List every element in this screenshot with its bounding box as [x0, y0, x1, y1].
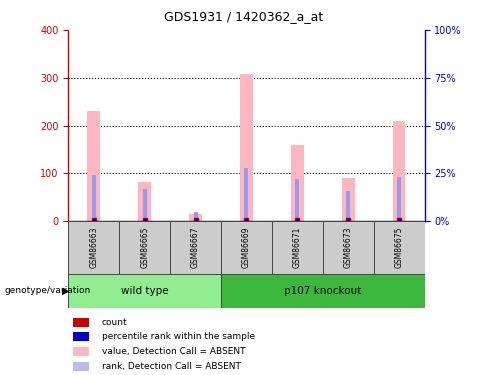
Bar: [194, 211, 198, 221]
Bar: [73, 332, 89, 341]
Bar: [221, 274, 425, 308]
Text: GSM86665: GSM86665: [140, 227, 149, 268]
Text: rank, Detection Call = ABSENT: rank, Detection Call = ABSENT: [102, 362, 241, 371]
Bar: [87, 111, 100, 221]
Bar: [189, 214, 202, 221]
Bar: [73, 362, 89, 371]
Bar: [170, 221, 221, 274]
Text: wild type: wild type: [121, 286, 168, 296]
Bar: [92, 176, 96, 221]
Text: GSM86669: GSM86669: [242, 227, 251, 268]
Bar: [342, 178, 355, 221]
Text: p107 knockout: p107 knockout: [284, 286, 362, 296]
Bar: [240, 74, 253, 221]
Bar: [68, 274, 221, 308]
Text: genotype/variation: genotype/variation: [5, 286, 91, 295]
Bar: [291, 145, 304, 221]
Text: value, Detection Call = ABSENT: value, Detection Call = ABSENT: [102, 347, 245, 356]
Text: GDS1931 / 1420362_a_at: GDS1931 / 1420362_a_at: [164, 10, 324, 23]
Bar: [221, 221, 272, 274]
Bar: [346, 190, 350, 221]
Bar: [393, 121, 406, 221]
Bar: [73, 318, 89, 327]
Text: ▶: ▶: [62, 286, 70, 296]
Text: GSM86667: GSM86667: [191, 227, 200, 268]
Bar: [138, 182, 151, 221]
Bar: [119, 221, 170, 274]
Bar: [68, 221, 119, 274]
Text: GSM86663: GSM86663: [89, 227, 98, 268]
Bar: [323, 221, 374, 274]
Bar: [244, 168, 248, 221]
Text: GSM86675: GSM86675: [395, 227, 404, 268]
Bar: [295, 179, 299, 221]
Bar: [397, 177, 401, 221]
Text: GSM86673: GSM86673: [344, 227, 353, 268]
Bar: [272, 221, 323, 274]
Bar: [73, 347, 89, 356]
Bar: [142, 189, 147, 221]
Bar: [374, 221, 425, 274]
Text: percentile rank within the sample: percentile rank within the sample: [102, 332, 255, 341]
Text: GSM86671: GSM86671: [293, 227, 302, 268]
Text: count: count: [102, 318, 127, 327]
